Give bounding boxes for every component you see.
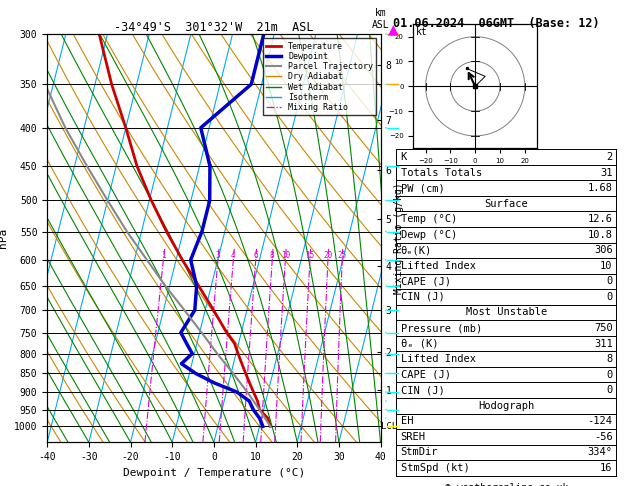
Text: CAPE (J): CAPE (J) <box>401 277 450 286</box>
Text: 1: 1 <box>161 251 165 260</box>
Text: Dewp (°C): Dewp (°C) <box>401 230 457 240</box>
Y-axis label: hPa: hPa <box>0 228 8 248</box>
Text: StmSpd (kt): StmSpd (kt) <box>401 463 469 473</box>
Text: 0: 0 <box>606 292 613 302</box>
Text: 334°: 334° <box>587 448 613 457</box>
Text: km
ASL: km ASL <box>372 8 389 30</box>
Text: 01.06.2024  06GMT  (Base: 12): 01.06.2024 06GMT (Base: 12) <box>393 17 599 30</box>
X-axis label: Dewpoint / Temperature (°C): Dewpoint / Temperature (°C) <box>123 468 305 478</box>
Text: CIN (J): CIN (J) <box>401 292 445 302</box>
Text: 25: 25 <box>338 251 347 260</box>
Text: 0: 0 <box>606 385 613 395</box>
Text: 10: 10 <box>600 261 613 271</box>
Text: StmDir: StmDir <box>401 448 438 457</box>
Text: PW (cm): PW (cm) <box>401 183 445 193</box>
Text: 20: 20 <box>323 251 333 260</box>
Text: 6: 6 <box>253 251 258 260</box>
Text: EH: EH <box>401 417 413 426</box>
Text: 10: 10 <box>281 251 290 260</box>
Text: K: K <box>401 152 407 162</box>
Text: -124: -124 <box>587 417 613 426</box>
Text: Totals Totals: Totals Totals <box>401 168 482 177</box>
Text: kt: kt <box>416 27 428 37</box>
Text: 16: 16 <box>600 463 613 473</box>
Text: 0: 0 <box>606 370 613 380</box>
Title: -34°49'S  301°32'W  21m  ASL: -34°49'S 301°32'W 21m ASL <box>114 21 314 34</box>
Text: Surface: Surface <box>484 199 528 208</box>
Y-axis label: Mixing Ratio (g/kg): Mixing Ratio (g/kg) <box>394 182 404 294</box>
Text: 2: 2 <box>606 152 613 162</box>
Text: 31: 31 <box>600 168 613 177</box>
Text: Lifted Index: Lifted Index <box>401 354 476 364</box>
Text: 15: 15 <box>305 251 314 260</box>
Text: SREH: SREH <box>401 432 426 442</box>
Text: Hodograph: Hodograph <box>478 401 535 411</box>
Text: LCL: LCL <box>381 422 398 431</box>
Text: 1.68: 1.68 <box>587 183 613 193</box>
Text: 311: 311 <box>594 339 613 348</box>
Text: © weatheronline.co.uk: © weatheronline.co.uk <box>445 483 568 486</box>
Text: 306: 306 <box>594 245 613 255</box>
Text: 750: 750 <box>594 323 613 333</box>
Text: 12.6: 12.6 <box>587 214 613 224</box>
Legend: Temperature, Dewpoint, Parcel Trajectory, Dry Adiabat, Wet Adiabat, Isotherm, Mi: Temperature, Dewpoint, Parcel Trajectory… <box>263 38 376 115</box>
Text: θₑ(K): θₑ(K) <box>401 245 432 255</box>
Text: θₑ (K): θₑ (K) <box>401 339 438 348</box>
Text: Temp (°C): Temp (°C) <box>401 214 457 224</box>
Text: CIN (J): CIN (J) <box>401 385 445 395</box>
Text: CAPE (J): CAPE (J) <box>401 370 450 380</box>
Text: 8: 8 <box>606 354 613 364</box>
Text: 10.8: 10.8 <box>587 230 613 240</box>
Text: ▲: ▲ <box>388 22 399 36</box>
Text: 3: 3 <box>216 251 220 260</box>
Text: 0: 0 <box>606 277 613 286</box>
Text: Most Unstable: Most Unstable <box>465 308 547 317</box>
Text: Pressure (mb): Pressure (mb) <box>401 323 482 333</box>
Text: Lifted Index: Lifted Index <box>401 261 476 271</box>
Text: -56: -56 <box>594 432 613 442</box>
Text: 8: 8 <box>270 251 275 260</box>
Text: 4: 4 <box>231 251 236 260</box>
